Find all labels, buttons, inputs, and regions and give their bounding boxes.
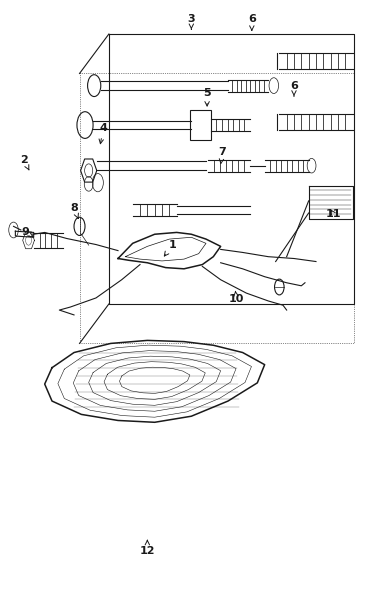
Text: 5: 5 [203,88,211,106]
Text: 10: 10 [229,291,244,304]
Text: 7: 7 [219,147,226,164]
Text: 2: 2 [20,154,29,170]
Text: 4: 4 [99,123,107,143]
Text: 11: 11 [326,209,342,219]
Text: 6: 6 [290,81,298,96]
Text: 1: 1 [164,240,177,256]
Text: 9: 9 [22,227,33,237]
Text: 3: 3 [188,14,195,29]
Text: 8: 8 [70,203,78,219]
Text: 6: 6 [248,14,256,30]
Text: 12: 12 [139,541,155,556]
Bar [190,110,211,140]
